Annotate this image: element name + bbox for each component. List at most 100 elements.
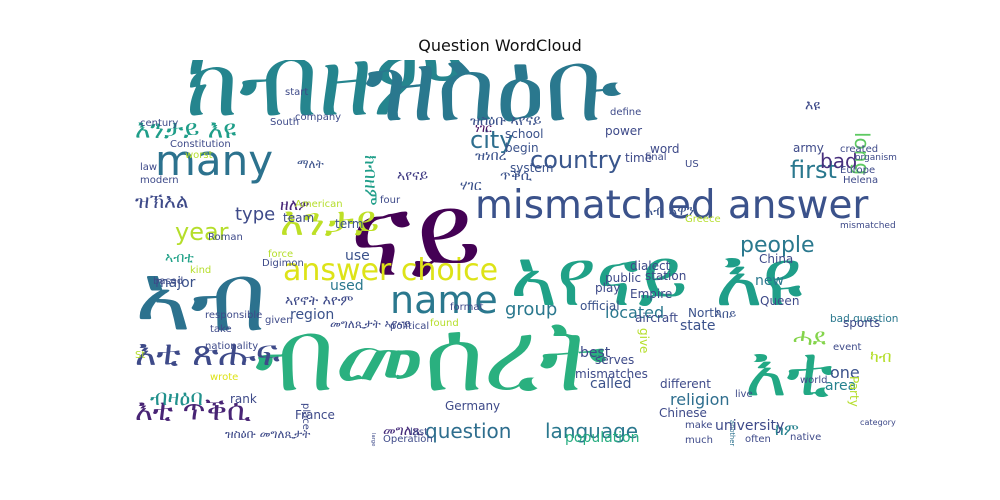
cloud-word: Greece <box>685 214 721 225</box>
cloud-word: large <box>370 433 376 446</box>
cloud-word: ዝኽእል <box>135 189 189 213</box>
cloud-word: ኣብ <box>135 243 266 353</box>
cloud-word: ማለት <box>297 157 324 171</box>
cloud-word: Germany <box>445 399 500 413</box>
cloud-word: world <box>800 375 828 386</box>
cloud-word: St <box>135 350 145 361</box>
cloud-word: Queen <box>760 294 799 308</box>
cloud-word: እቲ ጥቕሲ <box>135 393 251 428</box>
cloud-word: ብዛዕባ <box>150 386 203 411</box>
cloud-word: ኣበይ <box>715 307 736 321</box>
cloud-word: long <box>850 132 874 175</box>
cloud-word: North <box>688 306 722 320</box>
cloud-word: እንታይ እዩ <box>135 115 236 145</box>
cloud-word: created <box>840 144 878 155</box>
cloud-word: public <box>605 271 641 285</box>
cloud-word: ናይ <box>350 169 482 303</box>
cloud-word: first <box>790 156 837 184</box>
cloud-word: እቲ <box>745 330 834 412</box>
cloud-word: ዝስዕቡ መግለጺታት <box>225 427 310 441</box>
cloud-word: category <box>860 417 896 427</box>
cloud-word: people <box>740 233 815 258</box>
cloud-word: Europe <box>840 165 875 176</box>
cloud-word: type <box>235 204 275 225</box>
cloud-word: ዝስዕቡ <box>365 60 622 144</box>
cloud-word: school <box>505 127 543 141</box>
cloud-word: live <box>735 389 753 400</box>
cloud-word: US <box>685 159 699 170</box>
cloud-word: many <box>155 136 273 185</box>
cloud-word: Party <box>847 376 861 407</box>
cloud-word: define <box>610 107 641 118</box>
cloud-word: place <box>300 403 311 430</box>
cloud-word: እቲ ጽሑፍ <box>135 333 280 374</box>
cloud-word: ዘለዎ <box>280 195 309 214</box>
cloud-word: ሃገር <box>460 178 482 194</box>
cloud-word: century <box>140 118 178 129</box>
cloud-word: modern <box>140 175 179 186</box>
cloud-word: ከም <box>775 420 799 439</box>
cloud-word: use <box>345 248 370 264</box>
cloud-word: based <box>153 276 183 287</box>
cloud-word: serves <box>595 353 634 367</box>
cloud-word: best <box>580 345 611 361</box>
cloud-word: given <box>265 315 293 326</box>
cloud-word: give <box>637 328 651 353</box>
cloud-word: ክብዘም <box>360 155 381 206</box>
cloud-word: make <box>685 420 712 431</box>
cloud-word: city <box>470 126 513 154</box>
cloud-word: word <box>650 142 680 156</box>
cloud-word: system <box>510 161 553 175</box>
chart-title: Question WordCloud <box>418 36 582 55</box>
cloud-word: four <box>380 195 401 206</box>
cloud-word: country <box>530 146 622 174</box>
cloud-word: different <box>660 377 711 391</box>
cloud-word: Empire <box>630 287 672 301</box>
cloud-word: start <box>285 87 308 98</box>
cloud-word: kind <box>190 265 211 276</box>
cloud-word: South <box>270 117 299 128</box>
cloud-word: army <box>793 141 824 155</box>
cloud-word: ክብዘም <box>185 60 466 139</box>
cloud-word: year <box>175 218 229 246</box>
cloud-word: Helena <box>843 175 878 186</box>
cloud-word: ብመሰረት <box>255 297 607 414</box>
cloud-word: team <box>283 211 314 225</box>
cloud-word: language <box>545 419 638 443</box>
cloud-word: much <box>685 435 713 446</box>
cloud-word: rank <box>230 392 257 406</box>
cloud-word: Constitution <box>170 139 231 150</box>
cloud-word: name <box>390 278 498 322</box>
cloud-word: begin <box>505 141 539 155</box>
cloud-word: region <box>290 307 334 323</box>
cloud-word: term <box>335 217 364 231</box>
cloud-word: used <box>330 278 364 294</box>
cloud-word: major <box>155 275 196 291</box>
cloud-word: found <box>430 318 459 329</box>
cloud-word: sports <box>843 316 880 330</box>
cloud-word: last <box>410 427 428 438</box>
cloud-word: force <box>268 249 293 260</box>
cloud-word: take <box>210 324 232 335</box>
cloud-word: mismatches <box>575 367 648 381</box>
cloud-word: organism <box>855 153 897 163</box>
cloud-word: ኣየናይ <box>510 231 688 324</box>
cloud-word: Digimon <box>262 258 304 269</box>
cloud-word: ካብ <box>870 347 891 366</box>
cloud-word: final <box>645 152 667 163</box>
cloud-word: mismatched <box>840 221 896 231</box>
cloud-word: religion <box>670 390 730 409</box>
cloud-word: state <box>680 318 715 334</box>
cloud-word: law <box>140 162 157 173</box>
cloud-word: nationality <box>205 341 258 352</box>
cloud-word: question <box>425 419 511 443</box>
cloud-word: እዩ <box>715 231 802 324</box>
cloud-word: worst <box>185 150 213 161</box>
cloud-word: France <box>295 408 335 422</box>
cloud-word: መግለጺታት ኣየናይ <box>330 317 411 331</box>
cloud-word: located <box>605 303 664 322</box>
cloud-word: native <box>790 432 821 443</box>
cloud-word: called <box>590 376 632 392</box>
cloud-word: often <box>745 434 771 445</box>
